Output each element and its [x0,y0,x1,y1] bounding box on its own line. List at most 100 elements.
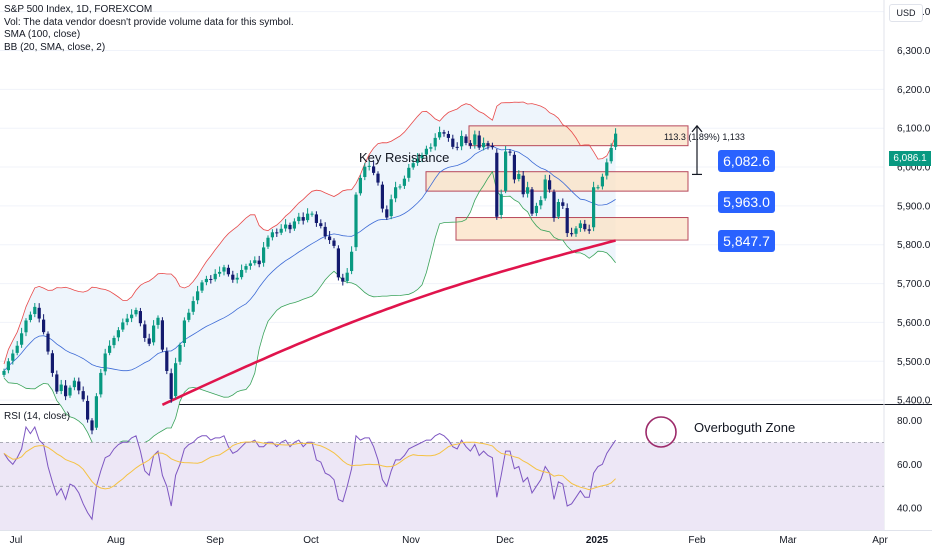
candle[interactable] [319,223,323,227]
candle[interactable] [468,143,472,146]
candle[interactable] [565,208,569,234]
candle[interactable] [407,167,411,178]
candle[interactable] [15,345,19,353]
candle[interactable] [72,380,76,388]
candle[interactable] [174,363,178,397]
candle[interactable] [363,166,367,178]
candle[interactable] [297,216,301,222]
candle[interactable] [490,145,494,148]
bb-legend[interactable]: BB (20, SMA, close, 2) [4,41,106,53]
currency-badge[interactable]: USD [889,4,923,22]
candle[interactable] [486,143,490,146]
candle[interactable] [341,277,345,282]
candle[interactable] [314,214,318,223]
candle[interactable] [2,370,6,375]
candle[interactable] [28,314,32,321]
candle[interactable] [398,186,402,188]
candle[interactable] [517,174,521,180]
candle[interactable] [6,361,10,371]
candle[interactable] [112,337,116,346]
candle[interactable] [512,154,516,180]
candle[interactable] [226,267,230,275]
candle[interactable] [389,199,393,217]
candle[interactable] [394,187,398,199]
candle[interactable] [332,240,336,246]
candle[interactable] [442,132,446,134]
candle[interactable] [156,317,160,325]
candle[interactable] [20,333,24,345]
candle[interactable] [270,232,274,238]
candle[interactable] [592,187,596,228]
candle[interactable] [125,318,129,323]
candle[interactable] [411,163,415,168]
candle[interactable] [33,306,37,315]
candle[interactable] [204,278,208,283]
candle[interactable] [81,391,85,400]
candle[interactable] [583,223,587,230]
candle[interactable] [605,162,609,176]
candle[interactable] [328,236,332,241]
sma-legend[interactable]: SMA (100, close) [4,29,81,40]
candle[interactable] [336,248,340,278]
candle[interactable] [473,134,477,145]
candle[interactable] [143,324,147,338]
candle[interactable] [548,180,552,190]
candle[interactable] [86,400,90,420]
candle[interactable] [248,263,252,266]
candle[interactable] [191,301,195,312]
candle[interactable] [284,224,288,229]
candle[interactable] [578,223,582,229]
candle[interactable] [68,387,72,396]
candle[interactable] [279,228,283,233]
candle[interactable] [50,353,54,373]
candle[interactable] [402,178,406,186]
candle[interactable] [609,148,613,162]
candle[interactable] [482,142,486,148]
candle[interactable] [477,135,481,148]
candle[interactable] [539,200,543,206]
candle[interactable] [460,135,464,147]
candle[interactable] [165,351,169,371]
candle[interactable] [209,278,213,280]
candle[interactable] [147,338,151,344]
candle[interactable] [306,213,310,221]
candle[interactable] [526,187,530,194]
candle[interactable] [508,151,512,153]
candle[interactable] [55,374,59,392]
candle[interactable] [495,152,499,217]
candle[interactable] [499,194,503,215]
candle[interactable] [420,154,424,159]
candle[interactable] [380,184,384,209]
candle[interactable] [169,373,173,399]
candle[interactable] [59,384,63,392]
candle[interactable] [231,274,235,280]
candle[interactable] [367,165,371,167]
candle[interactable] [222,267,226,272]
candle[interactable] [600,176,604,187]
candle[interactable] [574,228,578,234]
candle[interactable] [416,158,420,163]
candle[interactable] [556,202,560,217]
candle[interactable] [345,272,349,281]
candle[interactable] [385,209,389,218]
candle[interactable] [46,333,50,352]
candle[interactable] [570,233,574,235]
candle[interactable] [182,320,186,343]
candle[interactable] [530,189,534,214]
price-axis[interactable]: 5,400.0 5,500.0 5,600.0 5,700.0 5,800.0 5,900… [897,7,931,515]
candle[interactable] [108,345,112,353]
candle[interactable] [77,381,81,391]
time-axis[interactable]: Jul Aug Sep Oct Nov Dec 2025 Feb Mar Apr [0,530,932,547]
candle[interactable] [451,138,455,147]
candle[interactable] [288,224,292,230]
candle[interactable] [134,309,138,315]
candle[interactable] [103,353,107,372]
candle[interactable] [543,179,547,199]
candle[interactable] [350,251,354,272]
candle[interactable] [218,271,222,274]
candle[interactable] [354,194,358,248]
candle[interactable] [213,273,217,280]
candle[interactable] [596,187,600,189]
candle[interactable] [372,166,376,173]
candle[interactable] [178,344,182,362]
